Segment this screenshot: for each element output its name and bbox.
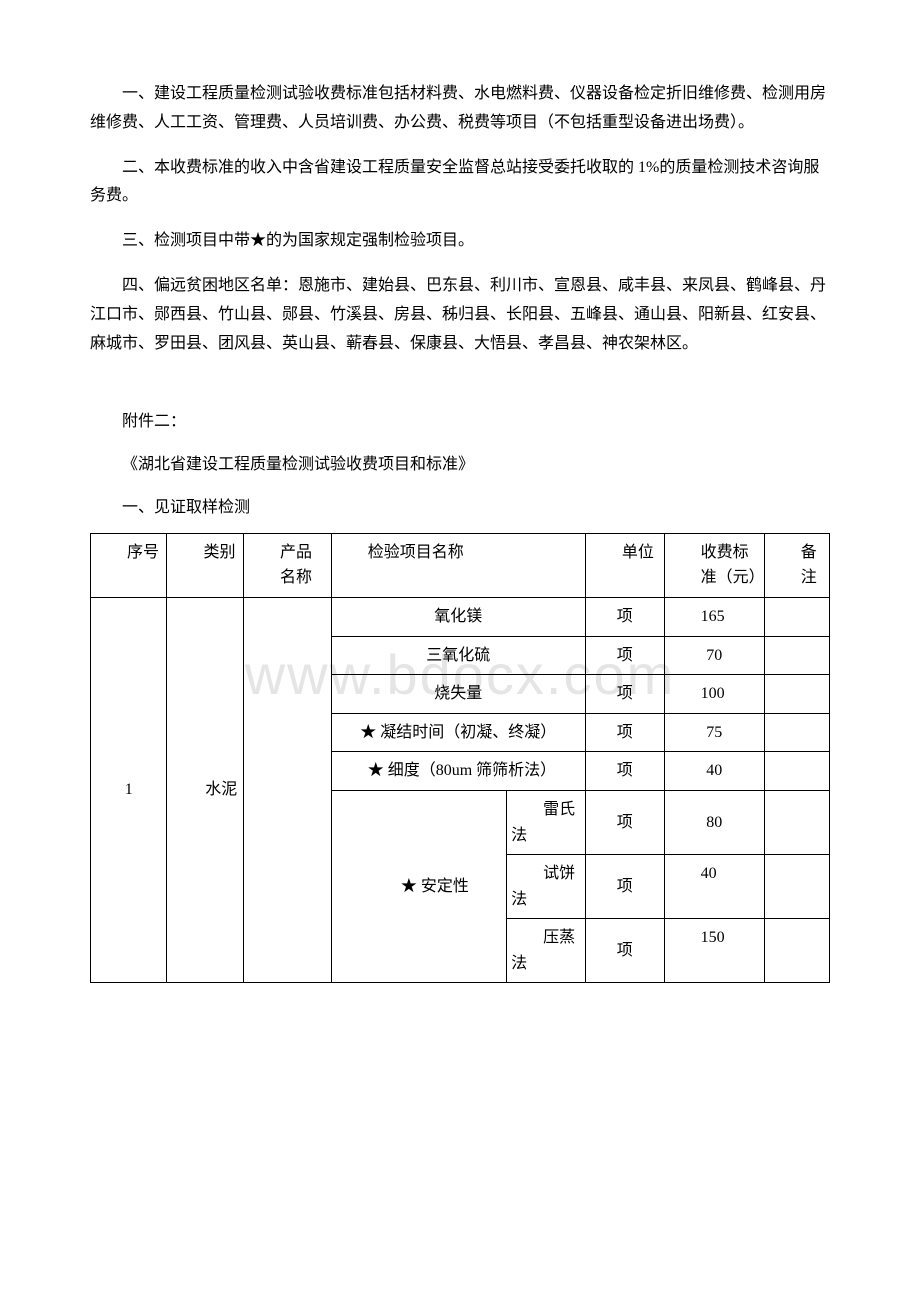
cell-note — [764, 855, 829, 919]
paragraph-4: 四、偏远贫困地区名单：恩施市、建始县、巴东县、利川市、宣恩县、咸丰县、来凤县、鹤… — [90, 272, 830, 358]
cell-seq: 1 — [91, 597, 167, 983]
cell-note — [764, 790, 829, 854]
cell-fee: 40 — [664, 752, 764, 791]
cell-unit: 项 — [585, 713, 664, 752]
cell-fee: 80 — [664, 790, 764, 854]
fee-table: 序号 类别 产品名称 检验项目名称 单位 收费标准（元） 备注 1 水泥 氧化镁… — [90, 533, 830, 984]
cell-item: ★ 凝结时间（初凝、终凝） — [331, 713, 585, 752]
cell-stability: ★ 安定性 — [331, 790, 506, 983]
cell-unit: 项 — [585, 790, 664, 854]
cell-item: ★ 细度（80um 筛筛析法） — [331, 752, 585, 791]
cell-fee: 40 — [664, 855, 764, 919]
th-item-name: 检验项目名称 — [331, 533, 585, 597]
cell-note — [764, 919, 829, 983]
th-product: 产品名称 — [243, 533, 331, 597]
document-content: 一、建设工程质量检测试验收费标准包括材料费、水电燃料费、仪器设备检定折旧维修费、… — [90, 80, 830, 983]
attachment-title: 《湖北省建设工程质量检测试验收费项目和标准》 — [90, 451, 830, 480]
th-fee: 收费标准（元） — [664, 533, 764, 597]
paragraph-2: 二、本收费标准的收入中含省建设工程质量安全监督总站接受委托收取的 1%的质量检测… — [90, 154, 830, 212]
cell-item: 氧化镁 — [331, 597, 585, 636]
cell-fee: 100 — [664, 675, 764, 714]
cell-unit: 项 — [585, 919, 664, 983]
cell-unit: 项 — [585, 752, 664, 791]
cell-fee: 70 — [664, 636, 764, 675]
th-note: 备注 — [764, 533, 829, 597]
cell-fee: 75 — [664, 713, 764, 752]
th-category: 类别 — [167, 533, 243, 597]
cell-product — [243, 597, 331, 983]
paragraph-3: 三、检测项目中带★的为国家规定强制检验项目。 — [90, 227, 830, 256]
th-seq: 序号 — [91, 533, 167, 597]
cell-sub: 试饼法 — [507, 855, 586, 919]
cell-note — [764, 675, 829, 714]
cell-unit: 项 — [585, 855, 664, 919]
cell-fee: 165 — [664, 597, 764, 636]
table-row: 1 水泥 氧化镁 项 165 — [91, 597, 830, 636]
cell-note — [764, 597, 829, 636]
section-title: 一、见证取样检测 — [90, 494, 830, 523]
cell-fee: 150 — [664, 919, 764, 983]
cell-sub: 雷氏法 — [507, 790, 586, 854]
cell-sub: 压蒸法 — [507, 919, 586, 983]
table-header-row: 序号 类别 产品名称 检验项目名称 单位 收费标准（元） 备注 — [91, 533, 830, 597]
th-unit: 单位 — [585, 533, 664, 597]
cell-unit: 项 — [585, 636, 664, 675]
cell-item: 三氧化硫 — [331, 636, 585, 675]
cell-note — [764, 713, 829, 752]
cell-note — [764, 752, 829, 791]
cell-item: 烧失量 — [331, 675, 585, 714]
cell-note — [764, 636, 829, 675]
attachment-header: 附件二： — [90, 408, 830, 437]
cell-unit: 项 — [585, 675, 664, 714]
cell-unit: 项 — [585, 597, 664, 636]
paragraph-1: 一、建设工程质量检测试验收费标准包括材料费、水电燃料费、仪器设备检定折旧维修费、… — [90, 80, 830, 138]
cell-category: 水泥 — [167, 597, 243, 983]
